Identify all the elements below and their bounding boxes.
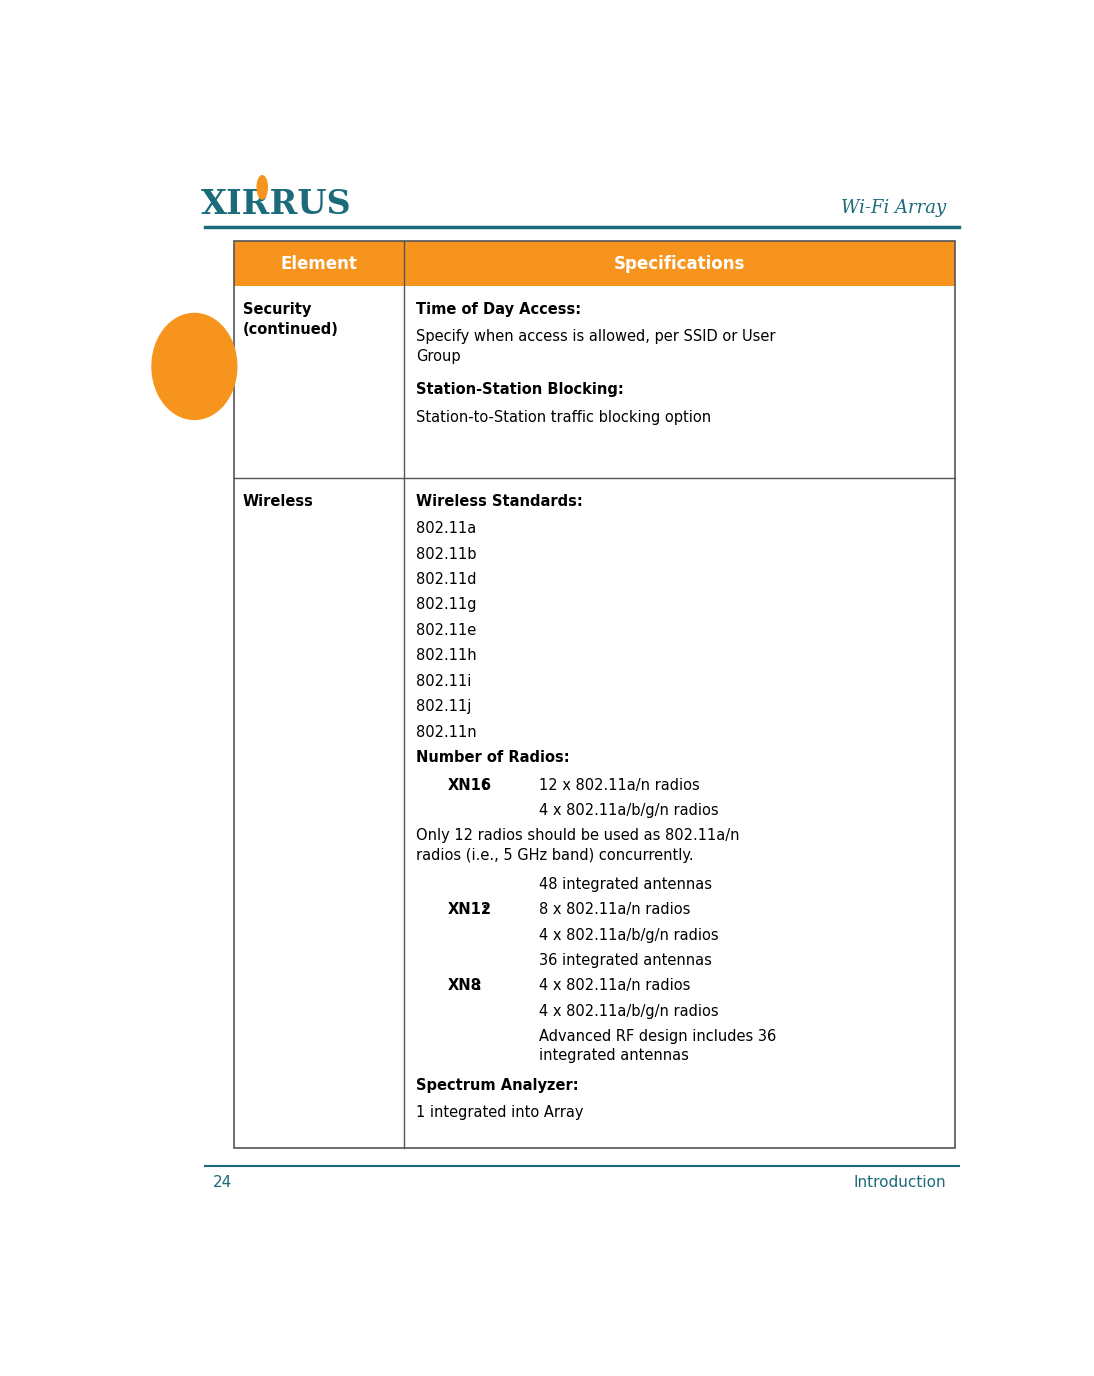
- Text: XN8: XN8: [447, 978, 481, 993]
- Text: XN16: XN16: [447, 777, 492, 793]
- Text: 12 x 802.11a/n radios: 12 x 802.11a/n radios: [538, 777, 699, 793]
- Text: 802.11d: 802.11d: [416, 572, 476, 588]
- Bar: [234, 241, 955, 286]
- Text: Specifications: Specifications: [614, 255, 745, 272]
- Text: Number of Radios:: Number of Radios:: [416, 750, 569, 765]
- Text: 802.11n: 802.11n: [416, 725, 476, 739]
- Text: 802.11a: 802.11a: [416, 522, 476, 537]
- Text: 802.11h: 802.11h: [416, 648, 476, 663]
- Text: XIRRUS: XIRRUS: [201, 187, 352, 220]
- Text: 48 integrated antennas: 48 integrated antennas: [538, 877, 711, 892]
- Text: Security
(continued): Security (continued): [243, 301, 339, 337]
- Text: 802.11g: 802.11g: [416, 597, 476, 612]
- Text: 802.11b: 802.11b: [416, 546, 476, 561]
- Text: 802.11i: 802.11i: [416, 674, 472, 689]
- Text: :: :: [475, 978, 481, 993]
- Text: 802.11j: 802.11j: [416, 699, 472, 714]
- Text: :: :: [481, 903, 488, 918]
- Text: Station-to-Station traffic blocking option: Station-to-Station traffic blocking opti…: [416, 410, 711, 425]
- Bar: [234, 241, 955, 1149]
- Text: Introduction: Introduction: [853, 1175, 946, 1190]
- Text: 4 x 802.11a/b/g/n radios: 4 x 802.11a/b/g/n radios: [538, 927, 719, 943]
- Text: 36 integrated antennas: 36 integrated antennas: [538, 954, 711, 967]
- Text: Wireless: Wireless: [243, 494, 314, 509]
- Circle shape: [152, 314, 236, 420]
- Text: 1 integrated into Array: 1 integrated into Array: [416, 1105, 583, 1120]
- Text: Specify when access is allowed, per SSID or User
Group: Specify when access is allowed, per SSID…: [416, 329, 776, 363]
- Text: :: :: [481, 777, 488, 793]
- Ellipse shape: [257, 176, 267, 200]
- Text: Element: Element: [280, 255, 358, 272]
- Text: Time of Day Access:: Time of Day Access:: [416, 301, 581, 316]
- Text: Wi-Fi Array: Wi-Fi Array: [841, 198, 946, 216]
- Text: Station-Station Blocking:: Station-Station Blocking:: [416, 383, 624, 398]
- Text: Spectrum Analyzer:: Spectrum Analyzer:: [416, 1077, 579, 1093]
- Text: Only 12 radios should be used as 802.11a/n
radios (i.e., 5 GHz band) concurrentl: Only 12 radios should be used as 802.11a…: [416, 828, 740, 863]
- Text: 802.11e: 802.11e: [416, 623, 476, 638]
- Text: Advanced RF design includes 36
integrated antennas: Advanced RF design includes 36 integrate…: [538, 1029, 776, 1064]
- Text: XN12: XN12: [447, 903, 492, 918]
- Text: 8 x 802.11a/n radios: 8 x 802.11a/n radios: [538, 903, 690, 918]
- Text: 4 x 802.11a/b/g/n radios: 4 x 802.11a/b/g/n radios: [538, 804, 719, 817]
- Text: 24: 24: [213, 1175, 232, 1190]
- Text: Wireless Standards:: Wireless Standards:: [416, 494, 582, 509]
- Text: 4 x 802.11a/b/g/n radios: 4 x 802.11a/b/g/n radios: [538, 1004, 719, 1018]
- Text: 4 x 802.11a/n radios: 4 x 802.11a/n radios: [538, 978, 690, 993]
